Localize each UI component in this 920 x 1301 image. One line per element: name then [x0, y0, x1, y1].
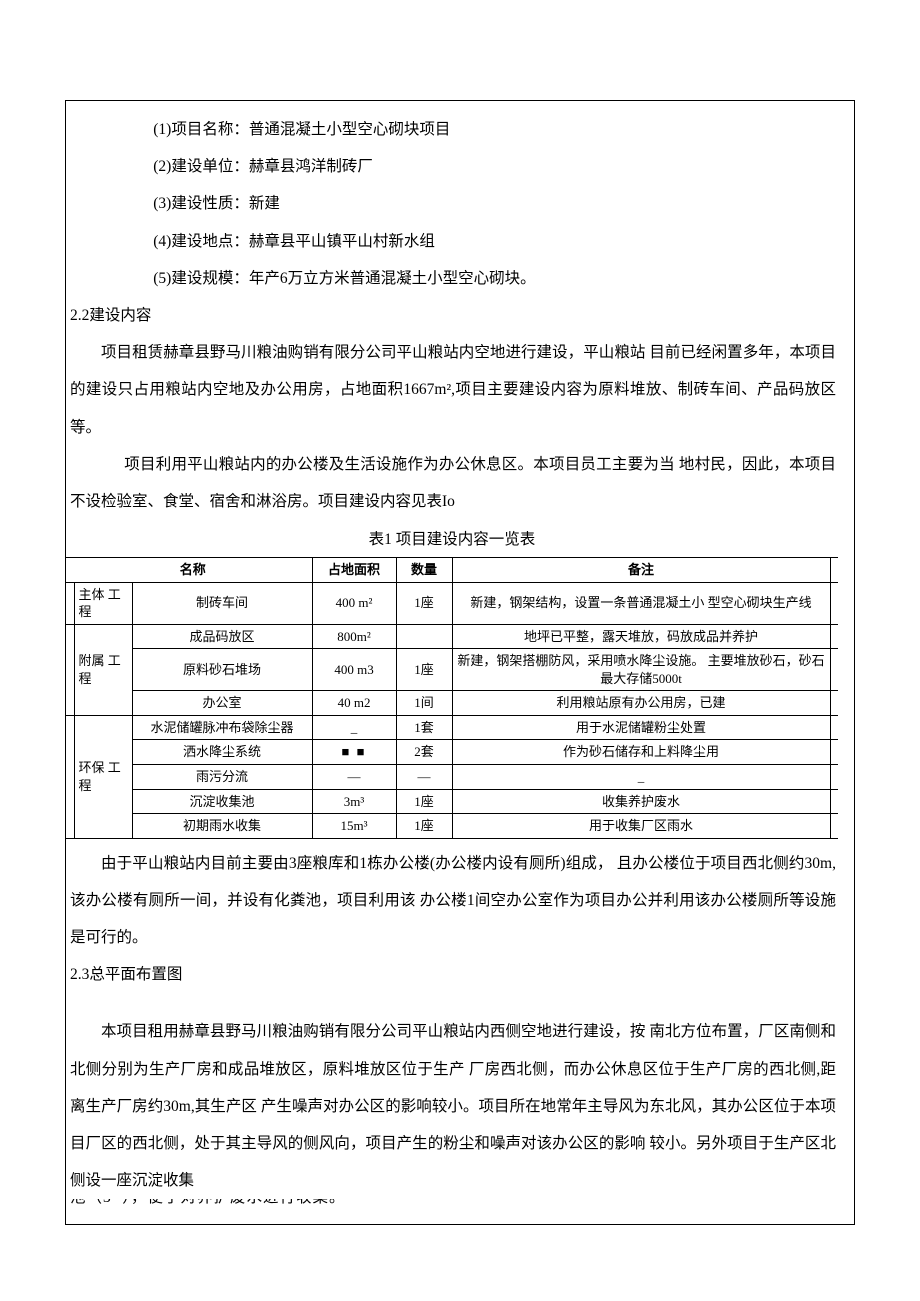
section-2-2-heading: 2.2建设内容: [68, 297, 836, 334]
cell-area: 400 m²: [312, 582, 396, 624]
table-row: 主体 工程 制砖车间 400 m² 1座 新建，钢架结构，设置一条普通混凝土小 …: [66, 582, 838, 624]
cell-area: 800m²: [312, 624, 396, 649]
item-2: (2)建设单位：赫章县鸿洋制砖厂: [68, 148, 836, 185]
paragraph-1: 项目租赁赫章县野马川粮油购销有限分公司平山粮站内空地进行建设，平山粮站 目前已经…: [68, 334, 836, 446]
cell-name: 洒水降尘系统: [132, 740, 312, 765]
cell-qty: 1座: [396, 582, 452, 624]
cell-area: 15m³: [312, 814, 396, 839]
cutoff-line: 池（3 ³），便于对养护废水进行收集。: [68, 1199, 836, 1223]
cell-name: 成品码放区: [132, 624, 312, 649]
table-row: 附属 工程 成品码放区 800m² 地坪已平整，露天堆放，码放成品并养护: [66, 624, 838, 649]
header-name: 名称: [74, 558, 312, 583]
cell-note: 用于收集厂区雨水: [452, 814, 830, 839]
table-row: 沉淀收集池 3m³ 1座 收集养护废水: [66, 789, 838, 814]
cell-name: 水泥储罐脉冲布袋除尘器: [132, 715, 312, 740]
header-qty: 数量: [396, 558, 452, 583]
item-1: (1)项目名称：普通混凝土小型空心砌块项目: [68, 111, 836, 148]
paragraph-2: 项目利用平山粮站内的办公楼及生活设施作为办公休息区。本项目员工主要为当 地村民，…: [68, 446, 836, 520]
cell-qty: 1座: [396, 649, 452, 691]
cell-area: 3m³: [312, 789, 396, 814]
paragraph-4: 本项目租用赫章县野马川粮油购销有限分公司平山粮站内西侧空地进行建设，按 南北方位…: [68, 1013, 836, 1199]
item-3: (3)建设性质：新建: [68, 185, 836, 222]
cat-main: 主体 工程: [74, 582, 132, 624]
cell-note: 地坪已平整，露天堆放，码放成品并养护: [452, 624, 830, 649]
cell-area: 400 m3: [312, 649, 396, 691]
cat-aux: 附属 工程: [74, 624, 132, 715]
cell-note: _: [452, 764, 830, 789]
cell-name: 沉淀收集池: [132, 789, 312, 814]
cell-area: _: [312, 715, 396, 740]
table-row: 洒水降尘系统 ■ ■ 2套 作为砂石储存和上料降尘用: [66, 740, 838, 765]
table-row: 初期雨水收集 15m³ 1座 用于收集厂区雨水: [66, 814, 838, 839]
cell-note: 收集养护废水: [452, 789, 830, 814]
cell-qty: 1座: [396, 814, 452, 839]
document-page: (1)项目名称：普通混凝土小型空心砌块项目 (2)建设单位：赫章县鸿洋制砖厂 (…: [65, 100, 855, 1225]
table-title: 表1 项目建设内容一览表: [68, 524, 836, 555]
header-stub-left: [66, 558, 74, 583]
cell-qty: 1座: [396, 789, 452, 814]
square-glyphs: ■ ■: [342, 743, 367, 761]
header-note: 备注: [452, 558, 830, 583]
cell-qty: [396, 624, 452, 649]
table-row: 雨污分流 — — _: [66, 764, 838, 789]
cell-note: 利用粮站原有办公用房，已建: [452, 691, 830, 716]
cell-note: 新建，钢架搭棚防风，采用喷水降尘设施。 主要堆放砂石，砂石最大存储5000t: [452, 649, 830, 691]
cell-name: 雨污分流: [132, 764, 312, 789]
cat-env: 环保 工程: [74, 715, 132, 838]
cell-note: 作为砂石储存和上料降尘用: [452, 740, 830, 765]
cell-name: 原料砂石堆场: [132, 649, 312, 691]
cell-name: 办公室: [132, 691, 312, 716]
construction-table: 名称 占地面积 数量 备注 主体 工程 制砖车间 400 m² 1座 新建，钢架…: [66, 557, 838, 839]
cell-name: 制砖车间: [132, 582, 312, 624]
cell-name: 初期雨水收集: [132, 814, 312, 839]
paragraph-3: 由于平山粮站内目前主要由3座粮库和1栋办公楼(办公楼内设有厕所)组成， 且办公楼…: [68, 845, 836, 957]
cell-qty: —: [396, 764, 452, 789]
table-row: 原料砂石堆场 400 m3 1座 新建，钢架搭棚防风，采用喷水降尘设施。 主要堆…: [66, 649, 838, 691]
cell-note: 新建，钢架结构，设置一条普通混凝土小 型空心砌块生产线: [452, 582, 830, 624]
partial-text: 池（3 ³），便于对养护废水进行收集。: [70, 1199, 346, 1207]
table-wrapper: 名称 占地面积 数量 备注 主体 工程 制砖车间 400 m² 1座 新建，钢架…: [66, 557, 838, 839]
header-area: 占地面积: [312, 558, 396, 583]
cell-area: ■ ■: [312, 740, 396, 765]
table-row: 办公室 40 m2 1间 利用粮站原有办公用房，已建: [66, 691, 838, 716]
cell-qty: 1间: [396, 691, 452, 716]
cell-qty: 1套: [396, 715, 452, 740]
cell-area: 40 m2: [312, 691, 396, 716]
header-stub-right: [830, 558, 838, 583]
item-5: (5)建设规模：年产6万立方米普通混凝土小型空心砌块。: [68, 260, 836, 297]
section-2-3-heading: 2.3总平面布置图: [68, 956, 836, 993]
item-4: (4)建设地点：赫章县平山镇平山村新水组: [68, 223, 836, 260]
cell-qty: 2套: [396, 740, 452, 765]
cell-area: —: [312, 764, 396, 789]
table-header-row: 名称 占地面积 数量 备注: [66, 558, 838, 583]
content-area: (1)项目名称：普通混凝土小型空心砌块项目 (2)建设单位：赫章县鸿洋制砖厂 (…: [66, 101, 854, 1223]
cell-note: 用于水泥储罐粉尘处置: [452, 715, 830, 740]
table-row: 环保 工程 水泥储罐脉冲布袋除尘器 _ 1套 用于水泥储罐粉尘处置: [66, 715, 838, 740]
